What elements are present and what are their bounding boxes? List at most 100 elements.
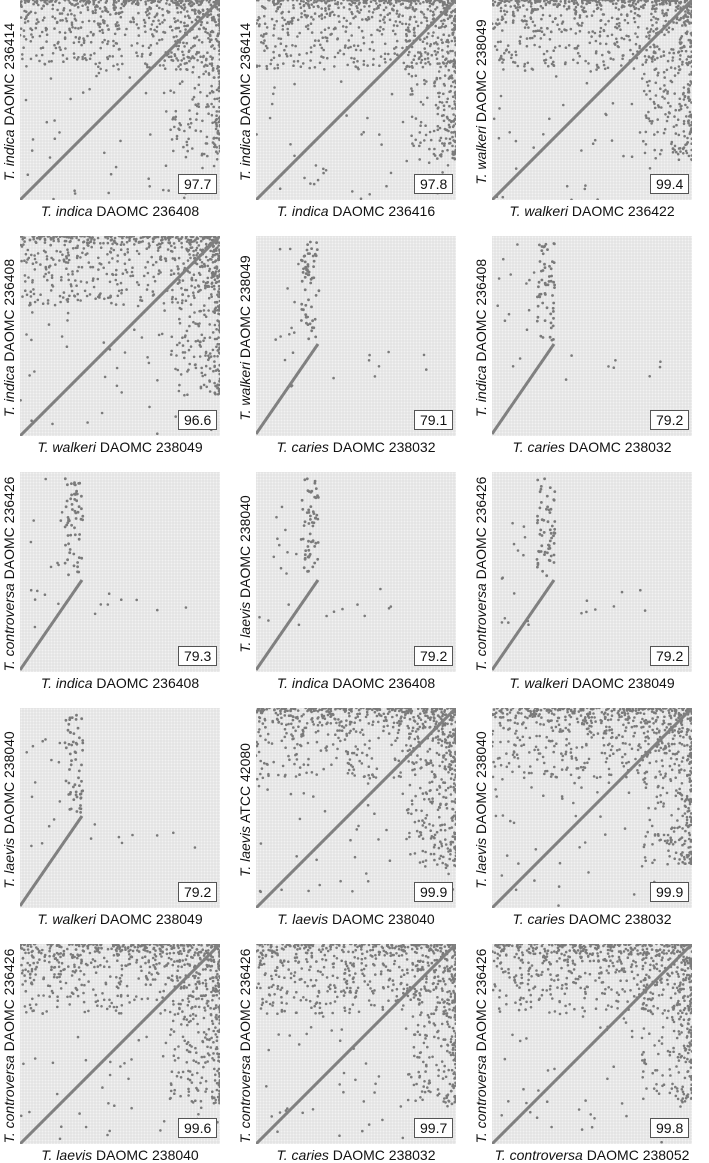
match-point: [350, 57, 353, 60]
match-point: [148, 406, 151, 409]
match-point: [30, 339, 33, 342]
x-axis-label: T. indica DAOMC 236416: [236, 203, 476, 219]
match-point: [544, 551, 547, 554]
match-point: [358, 3, 361, 6]
match-point: [547, 65, 550, 68]
match-point: [566, 185, 569, 188]
match-point: [306, 722, 309, 725]
match-point: [664, 113, 667, 116]
match-point: [390, 744, 393, 747]
match-point: [286, 55, 289, 58]
match-point: [594, 32, 597, 35]
match-point: [93, 242, 96, 245]
match-point: [308, 67, 311, 70]
match-point: [271, 103, 274, 106]
match-point: [349, 22, 352, 25]
match-point: [302, 0, 305, 3]
match-point: [369, 48, 372, 51]
match-point: [189, 126, 192, 129]
match-point: [145, 247, 148, 250]
match-point: [622, 155, 625, 158]
match-point: [410, 745, 413, 748]
match-point: [564, 719, 567, 722]
match-point: [70, 759, 73, 762]
match-point: [453, 779, 456, 782]
match-point: [656, 131, 659, 134]
match-point: [67, 273, 70, 276]
match-point: [681, 63, 684, 66]
match-point: [660, 106, 663, 109]
match-point: [215, 24, 218, 27]
match-point: [565, 378, 568, 381]
match-point: [300, 303, 303, 306]
match-point: [645, 35, 648, 38]
match-point: [92, 33, 95, 36]
match-point: [294, 754, 297, 757]
match-point: [338, 721, 341, 724]
match-point: [423, 47, 426, 50]
match-point: [44, 241, 47, 244]
match-point: [308, 522, 311, 525]
match-point: [44, 478, 47, 481]
match-point: [441, 25, 444, 28]
match-point: [381, 33, 384, 36]
match-point: [69, 753, 72, 756]
match-point: [365, 872, 368, 875]
match-point: [25, 38, 28, 41]
match-point: [45, 40, 48, 43]
match-point: [407, 26, 410, 29]
match-point: [687, 88, 690, 91]
match-point: [680, 17, 683, 20]
match-point: [53, 44, 56, 47]
match-point: [607, 713, 610, 716]
match-point: [653, 133, 656, 136]
match-point: [111, 257, 114, 260]
match-point: [514, 61, 517, 64]
match-point: [633, 17, 636, 20]
match-point: [281, 740, 284, 743]
match-point: [428, 161, 431, 164]
identity-score: 99.4: [650, 174, 689, 194]
match-point: [174, 55, 177, 58]
match-point: [422, 824, 425, 827]
match-point: [216, 343, 219, 346]
match-point: [180, 237, 183, 240]
match-point: [419, 767, 422, 770]
match-point: [304, 549, 307, 552]
match-point: [177, 65, 180, 68]
match-point: [548, 118, 551, 121]
match-point: [682, 93, 685, 96]
match-point: [666, 69, 669, 72]
match-point: [175, 2, 178, 5]
match-point: [174, 415, 177, 418]
match-point: [500, 95, 503, 98]
match-point: [653, 46, 656, 49]
match-point: [214, 260, 217, 263]
match-point: [156, 4, 159, 7]
match-point: [314, 12, 317, 15]
match-point: [440, 744, 443, 747]
match-point: [78, 41, 81, 44]
match-point: [538, 296, 541, 299]
match-point: [80, 717, 83, 720]
match-point: [192, 250, 195, 253]
match-point: [431, 54, 434, 57]
match-point: [596, 4, 599, 7]
match-point: [344, 46, 347, 49]
y-species: T. indica: [1, 130, 17, 182]
match-point: [439, 66, 442, 69]
match-point: [194, 12, 197, 15]
x-species: T. walkeri: [509, 203, 568, 219]
match-point: [385, 6, 388, 9]
match-point: [553, 542, 556, 545]
match-point: [109, 296, 112, 299]
match-point: [316, 741, 319, 744]
match-point: [73, 564, 76, 567]
match-point: [325, 723, 328, 726]
match-point: [184, 336, 187, 339]
match-point: [124, 262, 127, 265]
match-point: [451, 40, 454, 43]
match-point: [197, 291, 200, 294]
match-point: [187, 123, 190, 126]
